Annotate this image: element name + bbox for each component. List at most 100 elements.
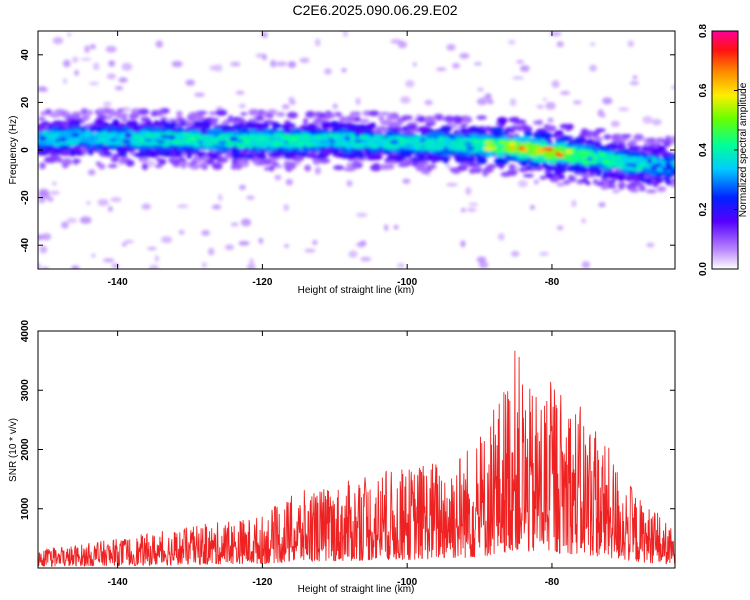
heatmap-hotspot — [390, 139, 399, 145]
heatmap-cell — [47, 156, 57, 164]
heatmap-cell — [63, 59, 71, 68]
heatmap-cell — [516, 125, 522, 132]
heatmap-cell — [400, 116, 413, 121]
heatmap-hotspot — [554, 151, 561, 156]
heatmap-cell — [498, 165, 505, 169]
heatmap-hotspot — [631, 163, 637, 168]
heatmap-cell — [332, 103, 338, 110]
y-tick-label: 40 — [20, 49, 31, 61]
heatmap-cell — [397, 40, 407, 49]
heatmap-cell — [402, 178, 411, 184]
heatmap-cell — [286, 162, 297, 169]
heatmap-cell — [244, 153, 255, 160]
heatmap-cell — [378, 111, 391, 116]
heatmap-cell — [364, 149, 372, 157]
heatmap-cell — [248, 133, 255, 139]
snr-x-ticks: -140 -120 -100 -80 — [108, 331, 560, 588]
heatmap-cell — [341, 67, 347, 73]
heatmap-cell — [208, 247, 215, 256]
heatmap-cell — [107, 206, 113, 212]
heatmap-cell — [106, 73, 116, 80]
heatmap-cell — [468, 202, 479, 206]
heatmap-cell — [108, 60, 116, 67]
heatmap-hotspot — [121, 139, 132, 144]
heatmap-cell — [281, 104, 290, 110]
heatmap-cell — [38, 144, 43, 151]
heatmap-hotspot — [193, 140, 200, 146]
heatmap-cell — [397, 263, 405, 268]
heatmap-cell — [179, 121, 187, 126]
heatmap-cell — [480, 139, 487, 146]
heatmap-cell — [544, 125, 557, 132]
heatmap-cell — [386, 144, 394, 150]
heatmap-cell — [578, 179, 589, 183]
heatmap-cell — [601, 159, 611, 166]
heatmap-cell — [522, 174, 535, 178]
heatmap-cell — [72, 158, 79, 165]
heatmap-hotspot — [286, 139, 293, 144]
heatmap-cell — [39, 162, 46, 170]
heatmap-cell — [79, 216, 92, 224]
heatmap-cell — [591, 147, 598, 151]
heatmap-cell — [306, 129, 317, 134]
heatmap-cell — [114, 119, 120, 128]
heatmap-cell — [138, 108, 150, 116]
heatmap-cell — [177, 204, 189, 209]
heatmap-hotspot — [630, 158, 636, 162]
heatmap-hotspot — [424, 140, 435, 146]
heatmap-cell — [110, 156, 120, 163]
heatmap-hotspot — [483, 146, 494, 151]
heatmap-cell — [38, 234, 44, 241]
heatmap-hotspot — [60, 136, 67, 143]
heatmap-cell — [592, 136, 604, 142]
heatmap-cell — [556, 182, 565, 187]
heatmap-hotspot — [228, 136, 239, 142]
heatmap-hotspot — [665, 160, 671, 166]
heatmap-cell — [507, 117, 520, 122]
heatmap-cell — [478, 261, 489, 269]
heatmap-cell — [393, 224, 399, 230]
heatmap-cell — [303, 138, 310, 143]
heatmap-cell — [598, 202, 606, 208]
heatmap-cell — [265, 133, 271, 139]
heatmap-cell — [160, 236, 173, 244]
heatmap-cell — [559, 91, 571, 95]
heatmap-cell — [603, 134, 612, 140]
heatmap-cell — [375, 126, 382, 133]
heatmap-cell — [477, 88, 484, 92]
heatmap-hotspot — [418, 143, 428, 147]
spectrogram-y-label: Frequency (Hz) — [8, 116, 19, 185]
heatmap-cell — [184, 120, 195, 125]
heatmap-cell — [117, 152, 128, 158]
heatmap-cell — [240, 218, 252, 227]
heatmap-cell — [145, 119, 152, 126]
heatmap-hotspot — [586, 156, 594, 161]
heatmap-cell — [332, 133, 339, 141]
heatmap-cell — [58, 131, 66, 138]
heatmap-cell — [561, 155, 570, 161]
heatmap-cell — [417, 115, 426, 123]
colorbar-gradient — [711, 30, 739, 270]
heatmap-cell — [72, 141, 81, 145]
heatmap-cell — [52, 37, 64, 45]
x-tick-label: -80 — [545, 277, 560, 288]
heatmap-cell — [568, 153, 581, 158]
heatmap-hotspot — [110, 138, 117, 143]
heatmap-cell — [445, 163, 451, 169]
heatmap-cell — [232, 116, 241, 122]
heatmap-cell — [209, 65, 218, 71]
heatmap-cell — [158, 158, 167, 165]
heatmap-cell — [243, 138, 251, 144]
heatmap-cell — [466, 207, 477, 212]
heatmap-cell — [585, 133, 592, 139]
heatmap-hotspot — [329, 140, 336, 144]
heatmap-cell — [218, 194, 223, 202]
heatmap-cell — [141, 203, 151, 210]
colorbar-tick-label: 0.0 — [698, 262, 709, 276]
heatmap-cell — [64, 134, 74, 139]
heatmap-cell — [446, 183, 458, 187]
heatmap-cell — [224, 244, 235, 250]
heatmap-cell — [539, 175, 547, 180]
heatmap-cell — [496, 117, 508, 124]
heatmap-cell — [589, 64, 597, 72]
